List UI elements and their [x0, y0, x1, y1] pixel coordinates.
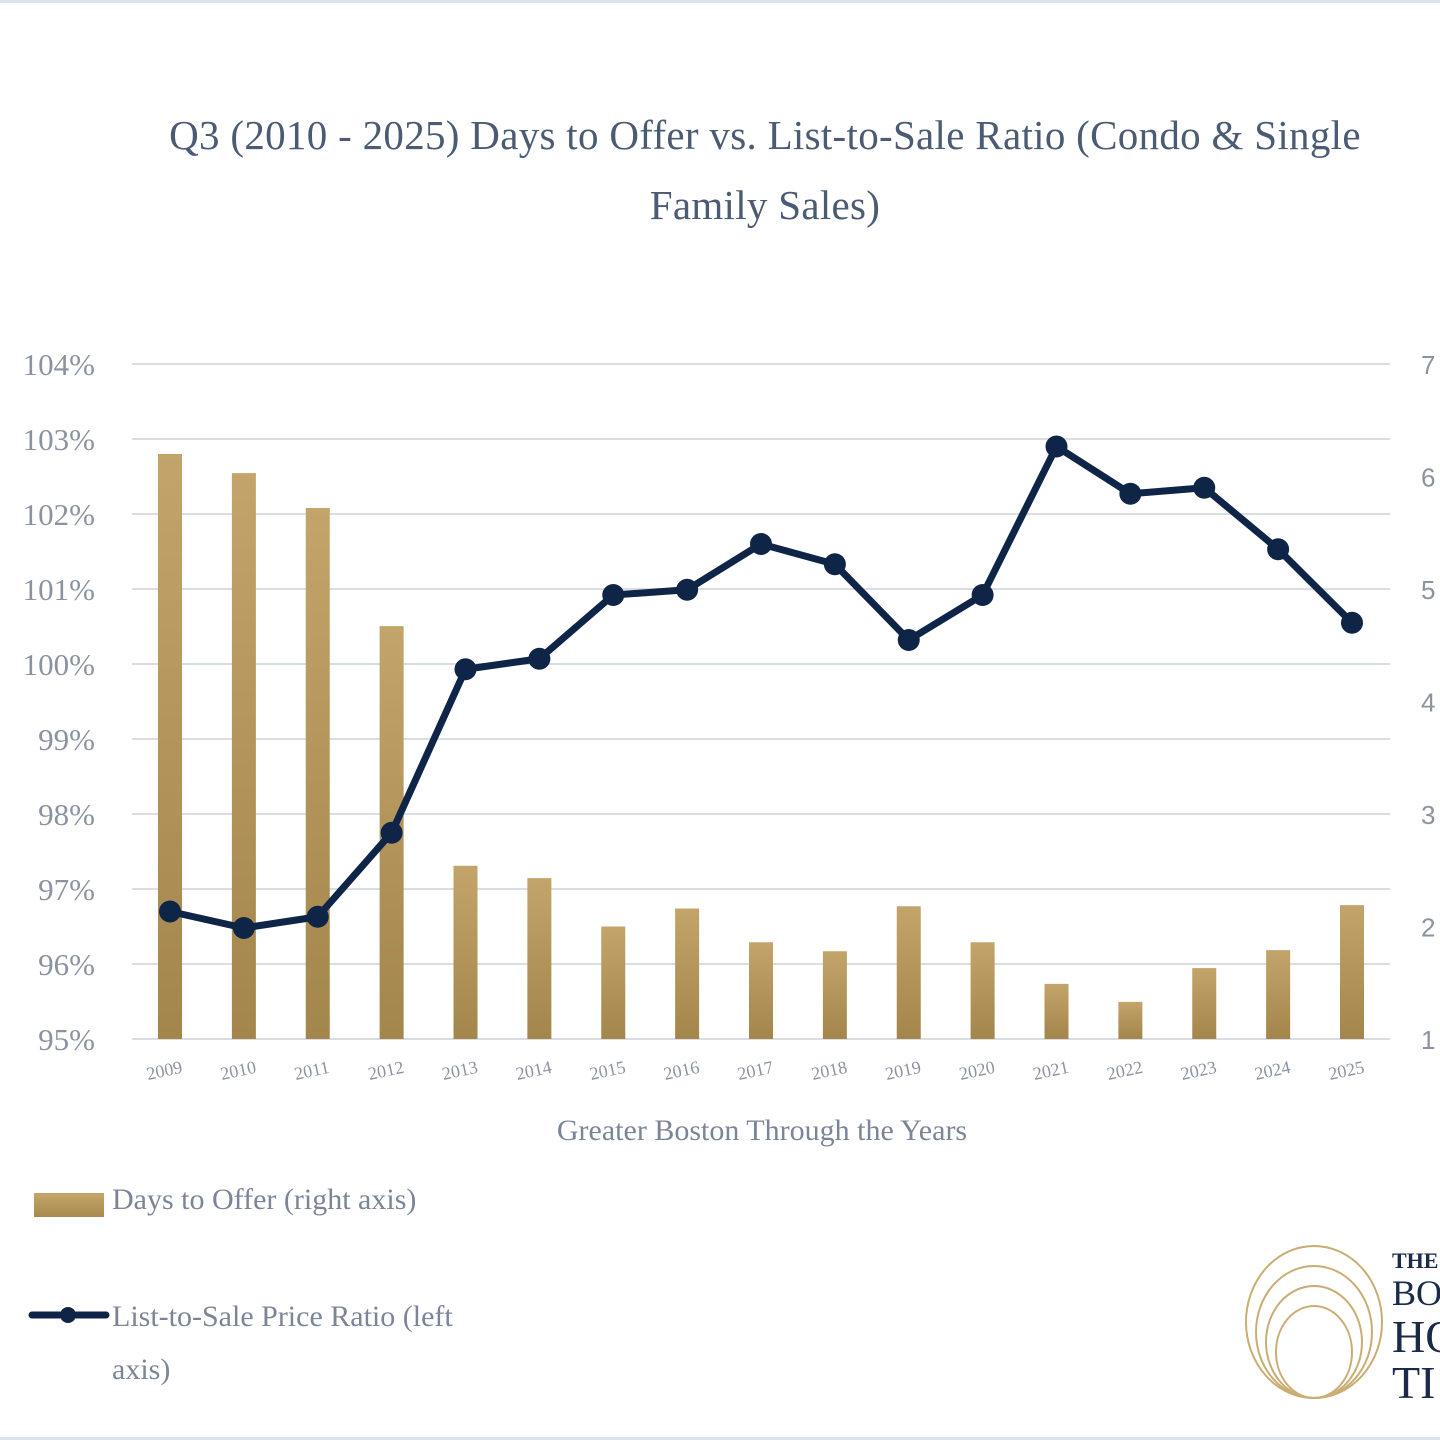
right-tick-label: 4 — [1421, 688, 1435, 718]
x-tick-label: 2010 — [219, 1057, 258, 1084]
left-tick-label: 95% — [38, 1022, 95, 1057]
chart-title: Q3 (2010 - 2025) Days to Offer vs. List-… — [90, 100, 1440, 240]
bar-2016 — [675, 908, 700, 1039]
left-tick-label: 101% — [23, 572, 95, 607]
line-point-2012 — [380, 821, 403, 844]
legend-bar-swatch — [34, 1193, 104, 1217]
line-point-2020 — [971, 584, 994, 606]
bar-2014 — [527, 878, 552, 1039]
left-tick-label: 102% — [23, 497, 95, 532]
line-path — [166, 443, 1356, 932]
x-axis-title: Greater Boston Through the Years — [557, 1114, 967, 1147]
line-point-2023 — [1193, 476, 1216, 499]
x-tick-label: 2009 — [145, 1057, 184, 1084]
line-point-2018 — [823, 553, 846, 576]
bar-2023 — [1192, 968, 1217, 1039]
left-tick-label: 98% — [38, 797, 95, 832]
x-tick-label: 2015 — [588, 1057, 627, 1084]
bar-2009 — [158, 454, 182, 1039]
line-point-2021 — [1045, 435, 1068, 458]
x-tick-label: 2025 — [1327, 1057, 1366, 1084]
left-tick-label: 97% — [38, 872, 95, 907]
line-point-2011 — [306, 905, 329, 928]
x-tick-label: 2024 — [1253, 1057, 1292, 1084]
line-point-2013 — [454, 658, 477, 681]
right-tick-label: 6 — [1421, 463, 1435, 493]
line-point-2019 — [897, 629, 920, 651]
right-tick-label: 1 — [1421, 1025, 1435, 1055]
left-tick-label: 99% — [38, 722, 95, 757]
bar-2018 — [822, 951, 847, 1039]
x-tick-label: 2021 — [1031, 1057, 1070, 1084]
bar-2022 — [1118, 1001, 1143, 1039]
line-point-2014 — [528, 647, 551, 670]
brand-logo-rings — [1245, 1245, 1383, 1399]
chart-title-line-1: Q3 (2010 - 2025) Days to Offer vs. List-… — [169, 112, 1361, 158]
line-point-2009 — [159, 900, 181, 923]
bar-2020 — [970, 942, 995, 1039]
logo-text-line-1: THE — [1392, 1248, 1439, 1273]
x-tick-label: 2017 — [736, 1057, 775, 1084]
gridlines — [132, 363, 1390, 1040]
right-tick-label: 7 — [1421, 350, 1435, 380]
x-tick-label: 2020 — [957, 1057, 996, 1084]
left-tick-label: 103% — [23, 422, 95, 457]
bar-2011 — [305, 508, 330, 1039]
right-tick-label: 5 — [1421, 575, 1435, 605]
line-point-2025 — [1341, 611, 1363, 634]
line-point-2017 — [750, 533, 772, 555]
bar-2024 — [1266, 950, 1291, 1039]
x-tick-label: 2018 — [810, 1057, 849, 1084]
line-series-list-to-sale — [159, 435, 1363, 939]
x-tick-label: 2022 — [1105, 1057, 1144, 1084]
bar-2013 — [453, 865, 478, 1039]
line-point-2022 — [1119, 482, 1142, 505]
legend-line-label-1: List-to-Sale Price Ratio (left — [112, 1300, 453, 1333]
x-tick-label: 2016 — [662, 1057, 701, 1084]
left-tick-label: 100% — [23, 647, 95, 682]
logo-text-line-4: TI — [1392, 1357, 1436, 1408]
bar-2017 — [749, 942, 773, 1039]
x-tick-label: 2019 — [883, 1057, 922, 1084]
line-point-2010 — [232, 917, 255, 939]
line-point-2016 — [676, 578, 699, 601]
x-tick-label: 2014 — [514, 1057, 553, 1084]
line-point-2024 — [1267, 538, 1290, 561]
line-point-2015 — [602, 584, 625, 606]
x-tick-label: 2013 — [440, 1057, 479, 1084]
bar-2021 — [1044, 983, 1069, 1039]
legend-line-swatch — [28, 1307, 110, 1323]
combo-chart: 95% 96% 97% 98% 99% 100% 101% 102% 103% 104% 1 2 3 4… — [23, 347, 1436, 1147]
left-tick-label: 96% — [38, 947, 95, 982]
right-axis-ticks: 1 2 3 4 5 6 7 — [1421, 350, 1435, 1055]
right-tick-label: 2 — [1421, 913, 1435, 943]
legend-bars-label: Days to Offer (right axis) — [112, 1183, 417, 1216]
left-axis-ticks: 95% 96% 97% 98% 99% 100% 101% 102% 103% 104% — [23, 347, 95, 1057]
left-tick-label: 104% — [23, 347, 95, 382]
x-tick-label: 2023 — [1179, 1057, 1218, 1084]
logo-text-line-3: HO — [1392, 1311, 1440, 1362]
x-axis-ticks: 2009 2010 2011 2012 2013 2014 2015 2016 2017 2018… — [145, 1057, 1366, 1084]
bar-2019 — [896, 906, 921, 1039]
bar-2010 — [231, 473, 256, 1039]
bar-2015 — [601, 926, 626, 1039]
chart-title-line-2: Family Sales) — [649, 182, 881, 228]
right-tick-label: 3 — [1421, 800, 1435, 830]
logo-text-line-2: BO — [1392, 1273, 1440, 1313]
x-tick-label: 2012 — [366, 1057, 405, 1084]
legend-line-label-2: axis) — [112, 1353, 171, 1386]
bar-2025 — [1340, 905, 1364, 1039]
x-tick-label: 2011 — [292, 1057, 331, 1084]
